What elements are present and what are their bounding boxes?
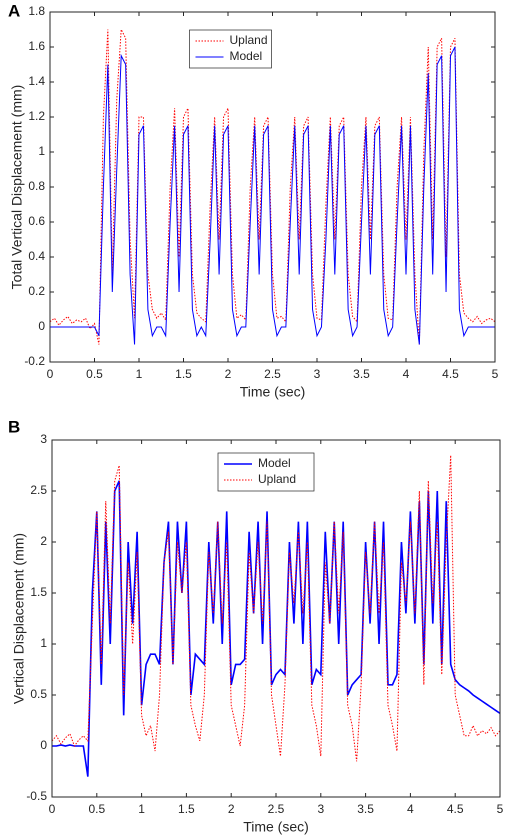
- x-tick-label: 3: [314, 367, 321, 381]
- legend-label: Model: [258, 456, 291, 470]
- x-tick-label: 1.5: [175, 367, 192, 381]
- y-tick-label: 1: [40, 636, 47, 650]
- x-tick-label: 5: [497, 802, 504, 816]
- y-tick-label: 1.4: [28, 74, 45, 88]
- y-tick-label: 1.8: [28, 4, 45, 18]
- y-tick-label: 1.5: [30, 585, 47, 599]
- y-tick-label: 0.4: [28, 249, 45, 263]
- axes-frame: [51, 439, 501, 798]
- x-tick-label: 0.5: [86, 367, 103, 381]
- y-tick-label: -0.5: [26, 789, 47, 803]
- y-tick-label: 3: [40, 432, 47, 446]
- data-line: [50, 27, 495, 345]
- y-tick-label: 0.5: [30, 687, 47, 701]
- y-tick-label: 1.2: [28, 109, 45, 123]
- y-tick-label: 1.6: [28, 39, 45, 53]
- x-tick-label: 2: [228, 802, 235, 816]
- x-tick-label: 3: [317, 802, 324, 816]
- data-line: [50, 46, 495, 345]
- x-tick-label: 5: [492, 367, 499, 381]
- x-axis-label: Time (sec): [243, 819, 309, 835]
- y-tick-label: 0.2: [28, 284, 45, 298]
- x-tick-label: 4.5: [442, 367, 459, 381]
- panel-label: A: [8, 1, 20, 20]
- data-line: [52, 455, 500, 762]
- panel-label: B: [8, 417, 20, 436]
- y-tick-label: 1: [38, 144, 45, 158]
- x-tick-label: 2.5: [268, 802, 285, 816]
- x-tick-label: 0: [49, 802, 56, 816]
- x-tick-label: 0.5: [88, 802, 105, 816]
- x-tick-label: 0: [47, 367, 54, 381]
- legend-box: [217, 452, 315, 492]
- x-tick-label: 1.5: [178, 802, 195, 816]
- x-tick-label: 4: [407, 802, 414, 816]
- x-tick-label: 3.5: [353, 367, 370, 381]
- y-tick-label: 0.6: [28, 214, 45, 228]
- y-tick-label: 0: [38, 319, 45, 333]
- y-axis-label: Total Vertical Displacement (mm): [9, 85, 25, 290]
- x-tick-label: 4.5: [447, 802, 464, 816]
- x-tick-label: 1: [138, 802, 145, 816]
- legend-box: [189, 29, 272, 69]
- legend-label: Upland: [258, 472, 296, 486]
- x-tick-label: 2: [225, 367, 232, 381]
- x-tick-label: 4: [403, 367, 410, 381]
- x-axis-label: Time (sec): [240, 384, 306, 400]
- y-axis-label: Vertical Displacement (mm): [11, 533, 27, 704]
- legend-label: Upland: [230, 33, 268, 47]
- x-tick-label: 3.5: [357, 802, 374, 816]
- y-tick-label: 2: [40, 534, 47, 548]
- y-tick-label: 0: [40, 738, 47, 752]
- x-tick-label: 2.5: [264, 367, 281, 381]
- legend-label: Model: [230, 49, 263, 63]
- y-tick-label: 2.5: [30, 483, 47, 497]
- axes-frame: [49, 11, 496, 363]
- x-tick-label: 1: [136, 367, 143, 381]
- y-tick-label: -0.2: [24, 354, 45, 368]
- y-tick-label: 0.8: [28, 179, 45, 193]
